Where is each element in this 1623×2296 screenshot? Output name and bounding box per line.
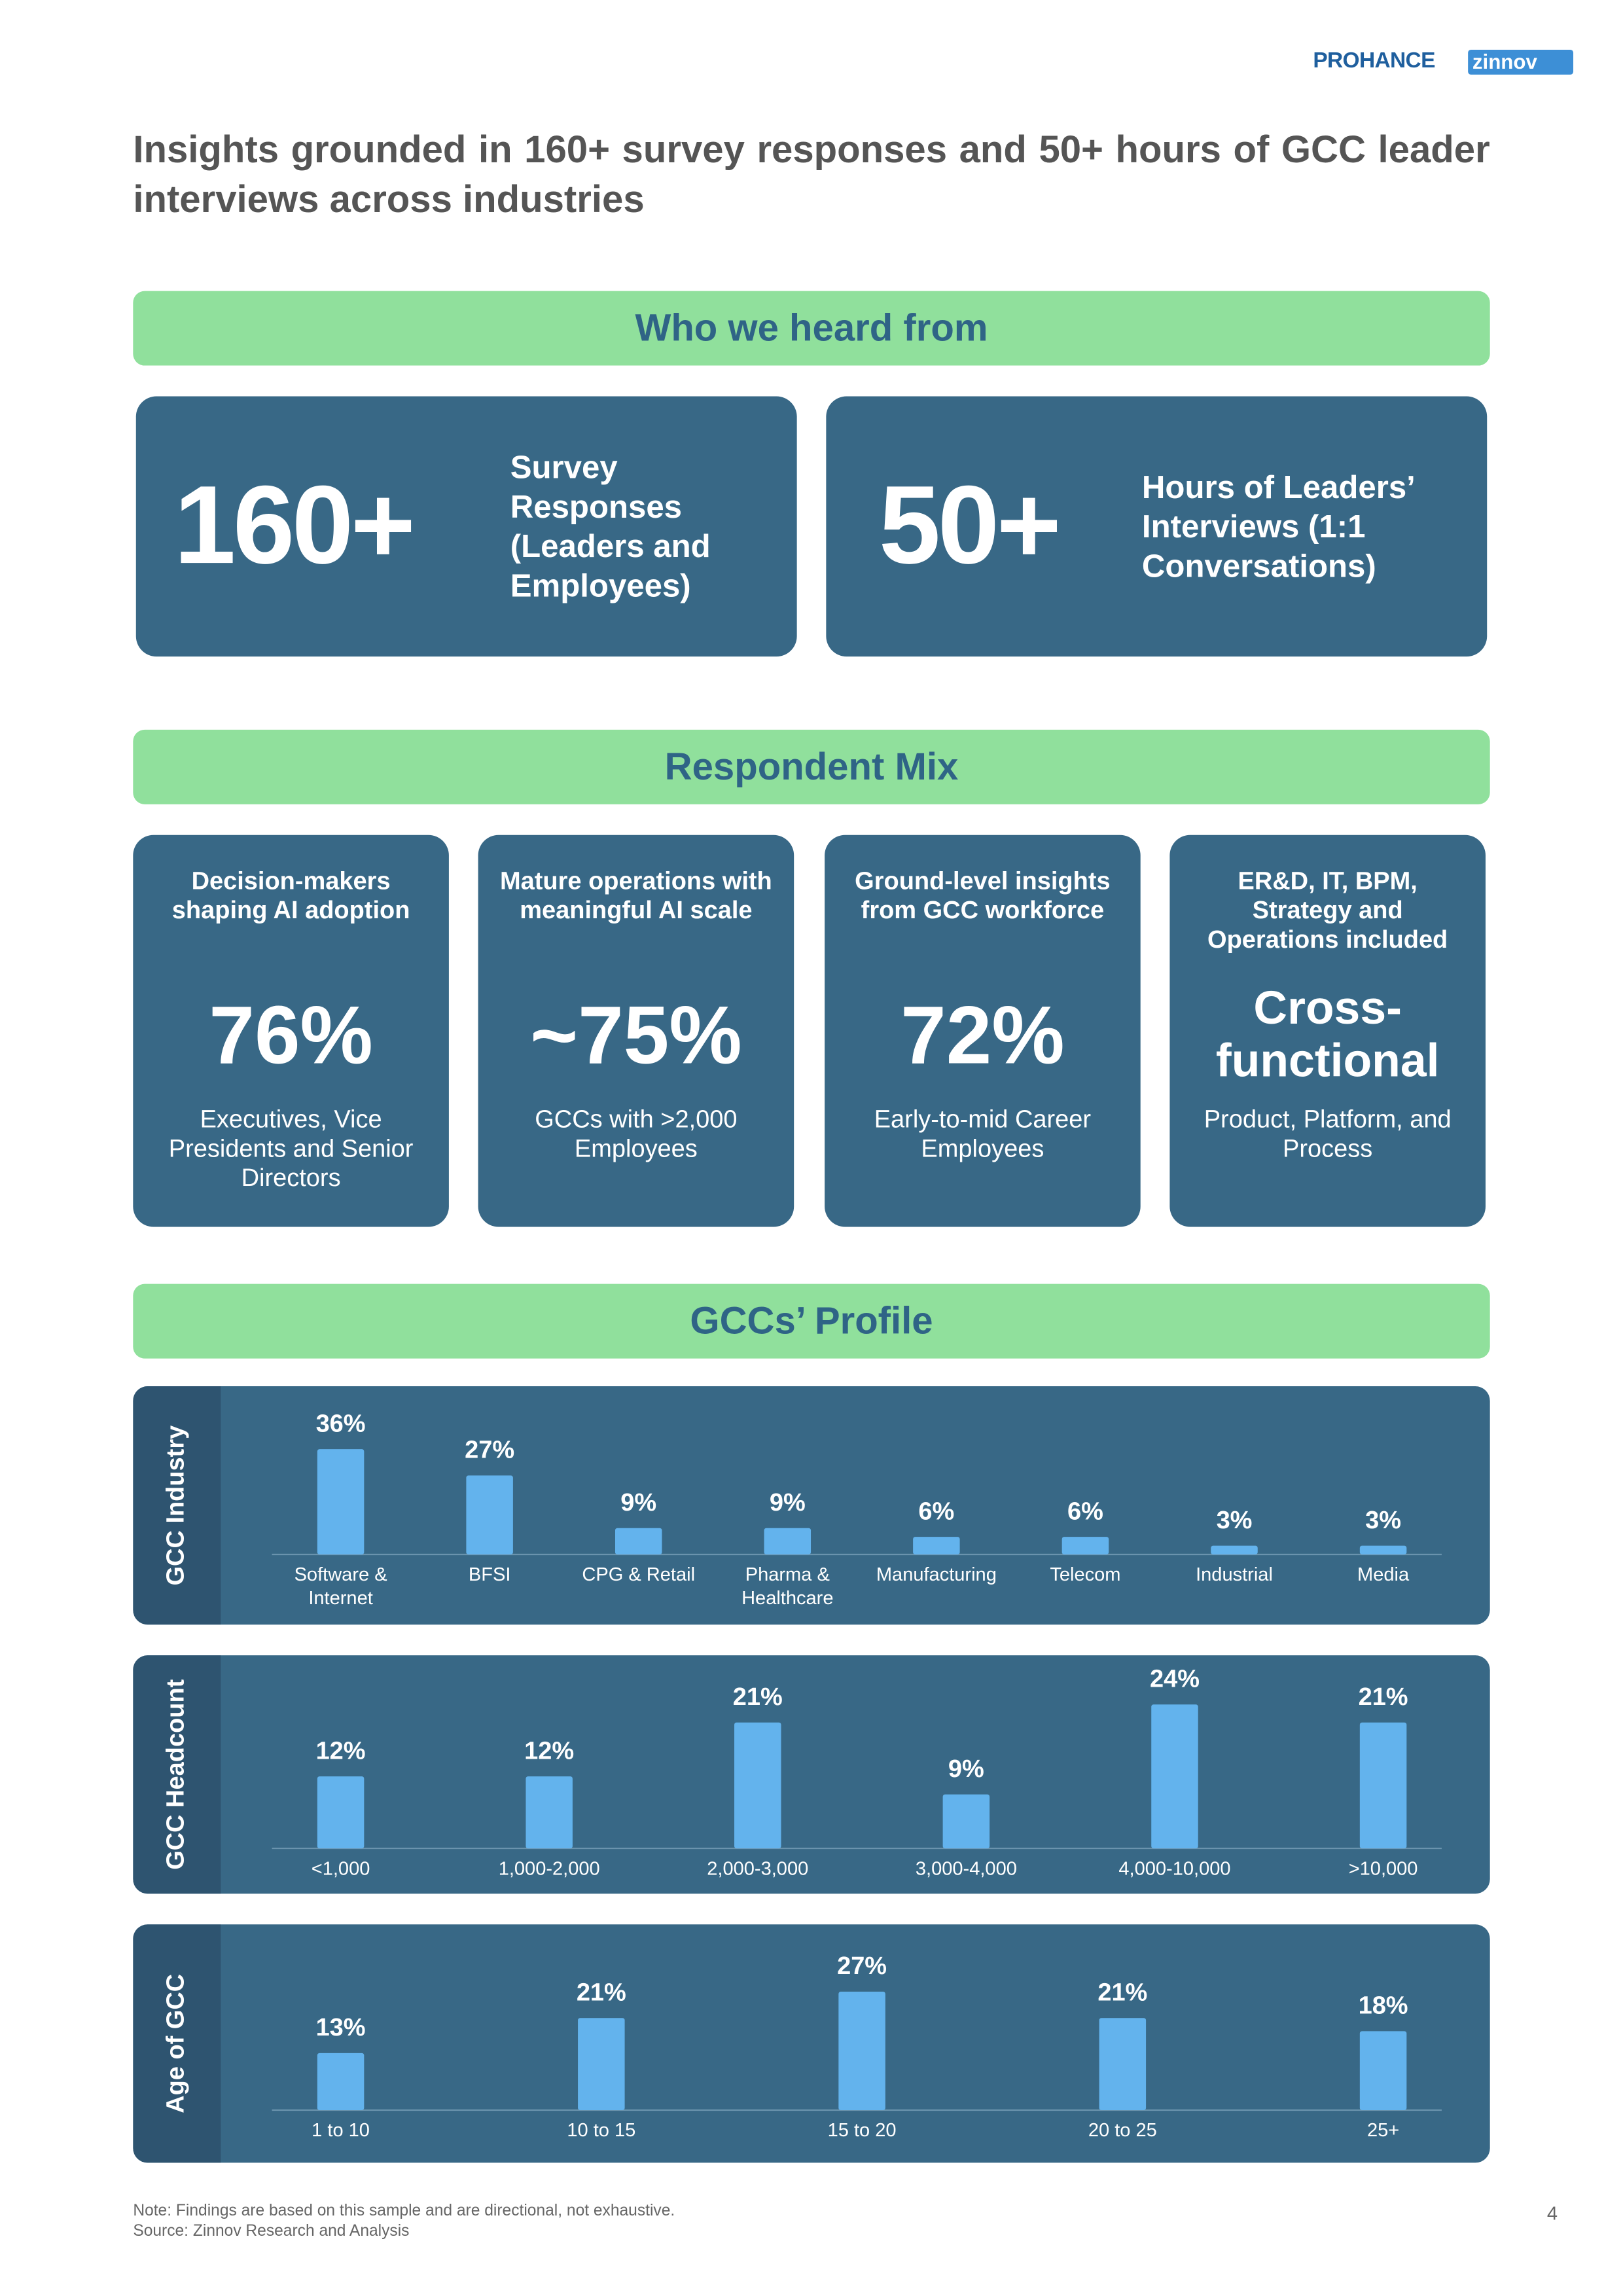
bar xyxy=(1061,1537,1109,1554)
x-tick-label: 10 to 15 xyxy=(567,2120,635,2141)
logo: PROHANCE xyxy=(1313,48,1435,73)
bar xyxy=(1359,1545,1407,1554)
card-value: ~75% xyxy=(530,988,742,1081)
section-header: Respondent Mix xyxy=(133,729,1490,804)
card-description: Product, Platform, and Process xyxy=(1204,1105,1452,1163)
value-label: 21% xyxy=(577,1979,626,2006)
section-header: Who we heard from xyxy=(133,291,1490,366)
x-tick-label: Pharma & Healthcare xyxy=(741,1564,833,1609)
bar xyxy=(942,1794,990,1849)
value-label: 9% xyxy=(770,1489,806,1516)
x-tick-label: <1,000 xyxy=(312,1858,370,1879)
value-label: 24% xyxy=(1150,1665,1200,1693)
value-label: 36% xyxy=(316,1410,366,1437)
card-heading: Decision-makers shaping AI adoption xyxy=(171,867,410,925)
mix-card: Ground-level insights from GCC workforce… xyxy=(825,834,1141,1227)
bar xyxy=(1099,2018,1147,2110)
x-tick-label: 1,000-2,000 xyxy=(499,1858,600,1879)
chart-panel xyxy=(133,1655,1490,1894)
bar xyxy=(1211,1545,1258,1554)
stat-label: Hours of Leaders’ Interviews (1:1 Conver… xyxy=(1141,469,1414,584)
value-label: 13% xyxy=(316,2014,366,2041)
card-heading: ER&D, IT, BPM, Strategy and Operations i… xyxy=(1207,867,1448,954)
value-label: 18% xyxy=(1359,1992,1408,2020)
value-label: 27% xyxy=(837,1952,887,1980)
x-tick-label: Manufacturing xyxy=(876,1564,997,1585)
source: Source: Zinnov Research and Analysis xyxy=(133,2223,410,2240)
chart-panel xyxy=(133,1386,1490,1625)
x-tick-label: Industrial xyxy=(1196,1564,1273,1585)
x-tick-label: CPG & Retail xyxy=(582,1564,695,1585)
card-description: Executives, Vice Presidents and Senior D… xyxy=(168,1105,414,1192)
value-label: 21% xyxy=(733,1683,783,1711)
stat-value: 160+ xyxy=(173,463,416,588)
value-label: 27% xyxy=(465,1437,514,1464)
card-value: 72% xyxy=(901,988,1065,1081)
value-label: 3% xyxy=(1365,1507,1401,1534)
value-label: 6% xyxy=(918,1498,954,1525)
card-description: Early-to-mid Career Employees xyxy=(874,1105,1092,1163)
note: Note: Findings are based on this sample … xyxy=(133,2202,675,2220)
bar xyxy=(1359,1722,1407,1849)
value-label: 21% xyxy=(1097,1979,1147,2006)
stat-card: 160+ Survey Responses (Leaders and Emplo… xyxy=(135,396,797,657)
card-value: Cross-functional xyxy=(1215,981,1440,1087)
value-label: 9% xyxy=(948,1755,984,1783)
mix-card: Decision-makers shaping AI adoption 76% … xyxy=(133,834,449,1227)
stat-label: Survey Responses (Leaders and Employees) xyxy=(510,448,711,604)
bar xyxy=(526,1776,573,1849)
x-tick-label: 20 to 25 xyxy=(1088,2120,1157,2141)
stat-value: 50+ xyxy=(878,463,1061,588)
stat-card: 50+ Hours of Leaders’ Interviews (1:1 Co… xyxy=(826,396,1488,657)
bar xyxy=(317,1449,365,1554)
x-tick-label: Software & Internet xyxy=(294,1564,387,1609)
x-tick-label: 25+ xyxy=(1367,2120,1399,2141)
mix-card: Mature operations with meaningful AI sca… xyxy=(478,834,794,1227)
x-tick-label: >10,000 xyxy=(1349,1858,1418,1879)
card-heading: Ground-level insights from GCC workforce xyxy=(855,867,1111,925)
bar xyxy=(734,1722,781,1849)
value-label: 6% xyxy=(1067,1498,1103,1525)
bar xyxy=(615,1528,662,1554)
value-label: 21% xyxy=(1359,1683,1408,1711)
page-title: Insights grounded in 160+ survey respons… xyxy=(133,127,1490,221)
card-description: GCCs with >2,000 Employees xyxy=(535,1105,738,1163)
x-tick-label: 2,000-3,000 xyxy=(707,1858,808,1879)
x-tick-label: BFSI xyxy=(469,1564,511,1585)
bar xyxy=(764,1528,812,1554)
bar xyxy=(317,1776,365,1849)
value-label: 12% xyxy=(524,1737,574,1765)
value-label: 3% xyxy=(1217,1507,1253,1534)
x-tick-label: Media xyxy=(1357,1564,1410,1585)
chart-title: Age of GCC xyxy=(162,1974,189,2113)
footnote: Note: Findings are based on this sample … xyxy=(133,2201,675,2242)
value-label: 12% xyxy=(316,1737,366,1765)
mix-card: ER&D, IT, BPM, Strategy and Operations i… xyxy=(1169,834,1486,1227)
card-value: 76% xyxy=(209,988,373,1081)
bar xyxy=(1151,1704,1198,1849)
x-tick-label: 1 to 10 xyxy=(312,2120,370,2141)
page-number: 4 xyxy=(1546,2202,1558,2225)
section-header: GCCs’ Profile xyxy=(133,1283,1490,1359)
bar xyxy=(913,1537,960,1554)
bar xyxy=(1359,2031,1407,2110)
logo: zinnov xyxy=(1468,49,1574,75)
bar xyxy=(466,1475,513,1554)
chart-panel xyxy=(133,1924,1490,2163)
bar xyxy=(578,2018,625,2110)
chart-title: GCC Industry xyxy=(162,1426,189,1586)
x-tick-label: 15 to 20 xyxy=(828,2120,897,2141)
x-tick-label: Telecom xyxy=(1050,1564,1120,1585)
bar xyxy=(317,2053,365,2110)
x-tick-label: 4,000-10,000 xyxy=(1118,1858,1230,1879)
card-heading: Mature operations with meaningful AI sca… xyxy=(500,867,772,925)
bar xyxy=(838,1992,885,2110)
value-label: 9% xyxy=(620,1489,656,1516)
chart-title: GCC Headcount xyxy=(162,1679,189,1869)
x-tick-label: 3,000-4,000 xyxy=(916,1858,1017,1879)
